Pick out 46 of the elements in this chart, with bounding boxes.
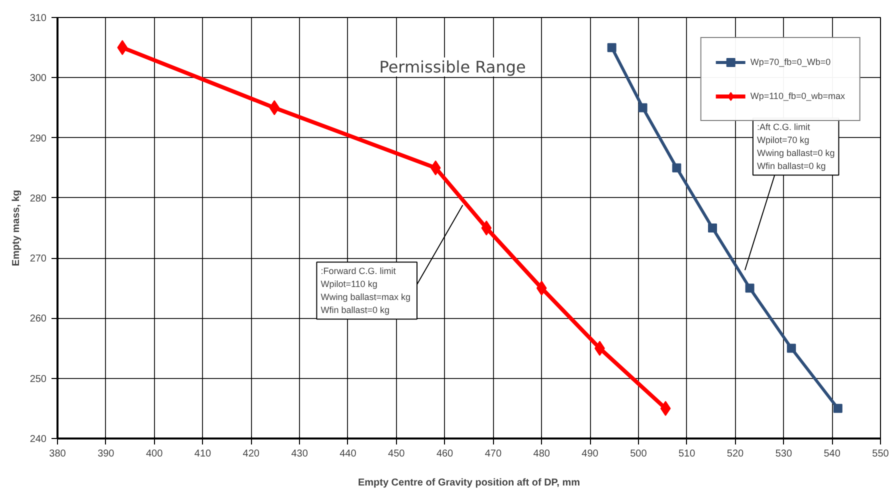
x-tick-label: 450	[388, 448, 406, 460]
x-tick-label: 520	[726, 448, 744, 460]
point	[536, 280, 547, 296]
y-axis-title: Empty mass, kg	[10, 190, 22, 266]
x-tick-label: 550	[872, 448, 890, 460]
y-tick-label: 290	[30, 133, 47, 144]
y-tick-label: 300	[30, 73, 47, 84]
annotation: :Forward C.G. limit Wpilot=110 kg Wwing ballast=max kg Wfin ballast=0 kg	[320, 266, 411, 316]
annotation: Permissible Range	[379, 57, 526, 76]
y-tick-label: 270	[30, 254, 47, 265]
x-tick-label: 410	[194, 448, 212, 460]
x-tick-label: 480	[533, 448, 550, 460]
x-tick-label: 490	[582, 448, 599, 460]
point	[117, 40, 128, 56]
point	[269, 100, 280, 116]
x-tick-label: 420	[242, 448, 260, 460]
x-tick-label: 470	[484, 448, 502, 460]
x-tick-label: 460	[436, 448, 454, 460]
x-axis-title: Empty Centre of Gravity position aft of DP, mm	[358, 478, 580, 488]
y-tick-label: 310	[30, 13, 47, 24]
legend-label: Wp=110_fb=0_wb=max	[750, 91, 845, 101]
x-tick-label: 540	[824, 448, 841, 460]
x-tick-label: 400	[146, 448, 164, 460]
point	[745, 284, 754, 293]
x-tick-label: 510	[678, 448, 696, 460]
legend-label: Wp=70_fb=0_Wb=0	[750, 57, 831, 67]
y-tick-label: 250	[30, 374, 47, 385]
point	[708, 224, 718, 232]
point	[833, 404, 842, 413]
point	[607, 43, 616, 52]
y-tick-label: 260	[30, 314, 47, 325]
point	[672, 163, 682, 172]
annotation: :Aft C.G. limit Wpilot=70 kg Wwing ballast=0 kg Wfin ballast=0 kg	[756, 122, 835, 172]
point	[481, 220, 492, 236]
x-tick-label: 530	[775, 448, 792, 460]
point	[638, 103, 648, 112]
x-tick-label: 440	[340, 448, 357, 460]
x-tick-label: 390	[98, 448, 115, 460]
point	[786, 344, 796, 353]
x-tick-label: 500	[630, 448, 648, 460]
point	[430, 160, 441, 176]
x-tick-label: 430	[291, 448, 308, 460]
x-tick-label: 380	[49, 448, 66, 460]
y-tick-label: 240	[30, 434, 47, 445]
y-tick-label: 280	[30, 193, 47, 204]
point	[660, 400, 671, 416]
